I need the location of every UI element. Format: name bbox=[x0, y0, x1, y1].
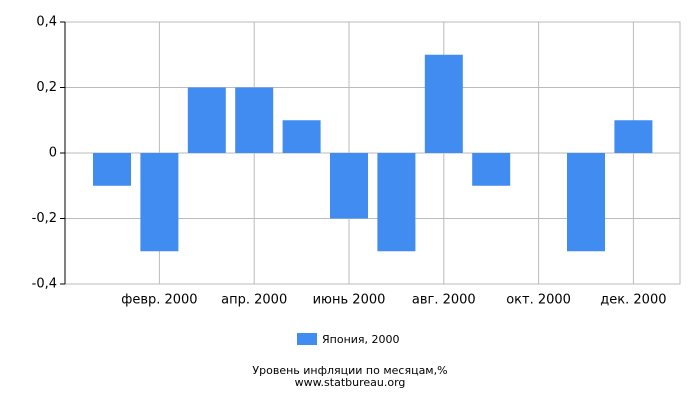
bar bbox=[424, 54, 463, 153]
legend-label: Япония, 2000 bbox=[322, 333, 400, 346]
legend-swatch bbox=[297, 333, 317, 345]
bar bbox=[93, 153, 131, 186]
bar bbox=[282, 120, 321, 153]
bar bbox=[330, 153, 368, 219]
y-tick-label: 0,2 bbox=[36, 80, 57, 95]
bar bbox=[567, 153, 605, 252]
bar bbox=[140, 153, 179, 252]
x-tick-label: дек. 2000 bbox=[600, 293, 666, 308]
x-tick-label: июнь 2000 bbox=[313, 293, 386, 308]
y-tick-label: -0,2 bbox=[32, 211, 57, 226]
bar bbox=[614, 120, 653, 153]
x-tick-label: авг. 2000 bbox=[412, 293, 476, 308]
chart-subtitle: www.statbureau.org bbox=[295, 376, 406, 389]
bar bbox=[235, 87, 274, 153]
y-tick-label: 0,4 bbox=[36, 15, 57, 30]
bar bbox=[187, 87, 226, 153]
y-tick-label: 0 bbox=[49, 146, 57, 161]
x-tick-label: окт. 2000 bbox=[506, 293, 571, 308]
x-tick-label: февр. 2000 bbox=[121, 293, 197, 308]
x-tick-label: апр. 2000 bbox=[221, 293, 287, 308]
bar bbox=[472, 153, 511, 186]
y-tick-label: -0,4 bbox=[32, 277, 57, 292]
chart-title: Уровень инфляции по месяцам,% bbox=[252, 364, 447, 377]
bar bbox=[377, 153, 416, 252]
